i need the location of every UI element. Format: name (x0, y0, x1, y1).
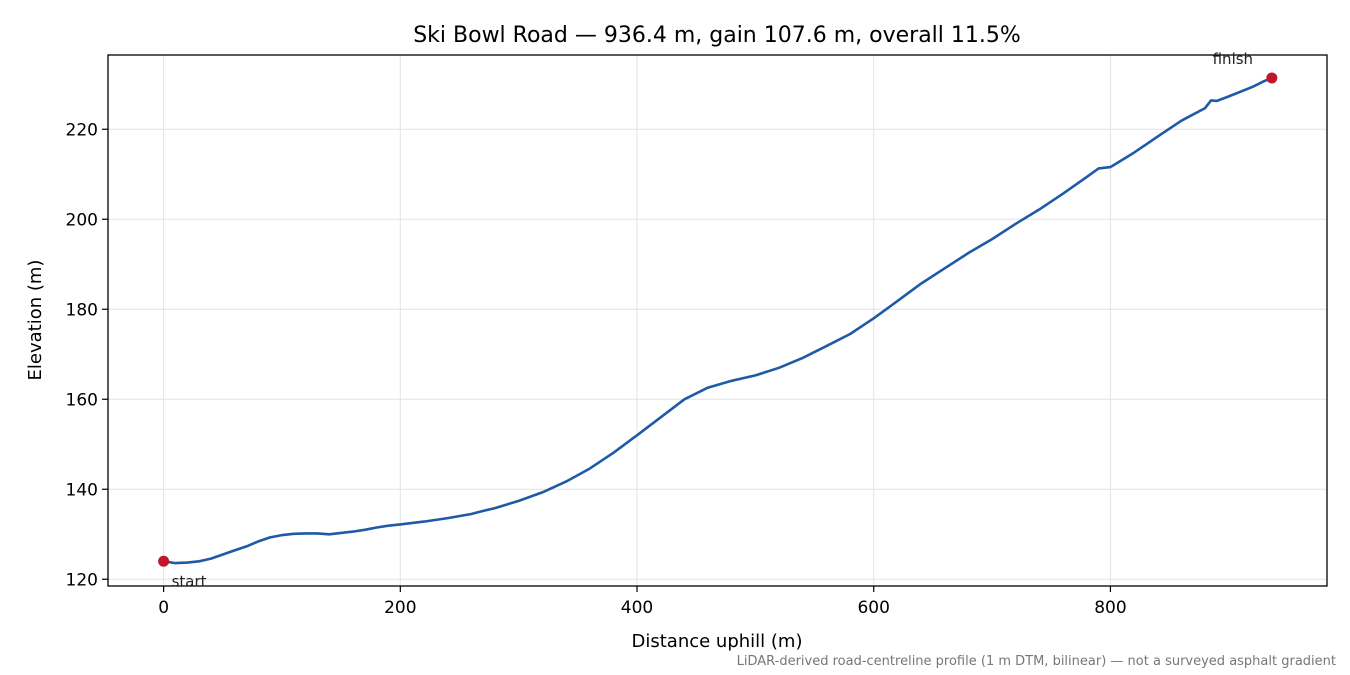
x-tick-label: 400 (621, 598, 653, 618)
grid (108, 55, 1327, 586)
y-tick-label: 180 (66, 300, 98, 320)
y-tick-label: 220 (66, 120, 98, 140)
finish-annotation: finish (1213, 50, 1253, 68)
x-tick-label: 800 (1094, 598, 1126, 618)
y-tick-label: 160 (66, 390, 98, 410)
chart-title: Ski Bowl Road — 936.4 m, gain 107.6 m, o… (413, 23, 1021, 48)
start-marker (158, 555, 170, 567)
y-tick-label: 200 (66, 210, 98, 230)
y-tick-label: 120 (66, 570, 98, 590)
x-tick-label: 0 (158, 598, 169, 618)
elevation-profile-line (162, 76, 1274, 565)
x-tick-label: 600 (857, 598, 889, 618)
y-tick-label: 140 (66, 480, 98, 500)
start-annotation: start (172, 572, 207, 590)
x-axis-label: Distance uphill (m) (632, 631, 803, 652)
axis-ticks: 0 200 400 600 800 120 140 160 180 200 220 (66, 120, 1127, 618)
finish-marker (1266, 72, 1278, 84)
y-axis-label: Elevation (m) (25, 260, 46, 381)
footnote: LiDAR-derived road-centreline profile (1… (737, 654, 1336, 669)
x-tick-label: 200 (384, 598, 416, 618)
plot-frame (107, 54, 1328, 587)
endpoint-markers (158, 72, 1278, 567)
